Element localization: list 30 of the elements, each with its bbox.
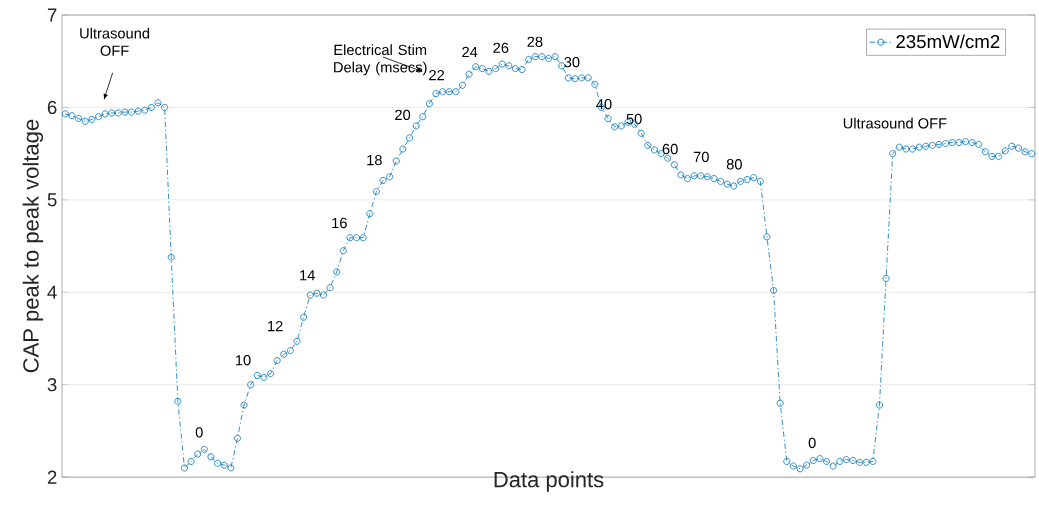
annotation: 14 (300, 270, 315, 281)
annotation: 70 (693, 151, 709, 162)
y-tick-label: 5 (47, 193, 57, 207)
annotation: 80 (726, 159, 742, 170)
annotation: 12 (268, 320, 283, 332)
y-axis-title: CAP peak to peak voltage (22, 119, 44, 373)
annotation: 60 (662, 143, 678, 155)
annotation: 18 (367, 154, 382, 166)
annotation: 20 (395, 109, 411, 120)
annotation: 10 (235, 354, 251, 366)
annotation: 22 (429, 69, 445, 81)
y-tick-label: 4 (47, 285, 57, 299)
y-tick-label: 2 (47, 470, 57, 484)
annotation: Electrical Stim Delay (msecs) (334, 44, 427, 76)
annotation: 40 (596, 98, 612, 110)
x-axis-title: Data points (494, 471, 604, 492)
annotation: Ultrasound OFF (843, 117, 947, 129)
y-tick-label: 7 (47, 8, 57, 22)
y-tick-label: 6 (47, 100, 57, 114)
annotation: 0 (808, 437, 816, 449)
annotation: 16 (332, 217, 347, 229)
annotation: 26 (493, 42, 509, 53)
annotation: 0 (195, 427, 203, 438)
annotation: 30 (564, 56, 580, 68)
annotation: 50 (626, 113, 642, 125)
annotation: 24 (462, 46, 478, 58)
annotation: Ultrasound OFF (80, 27, 150, 56)
annotation: 28 (527, 36, 543, 47)
legend-label: 235mW/cm2 (896, 34, 1000, 49)
y-tick-label: 3 (47, 378, 57, 392)
